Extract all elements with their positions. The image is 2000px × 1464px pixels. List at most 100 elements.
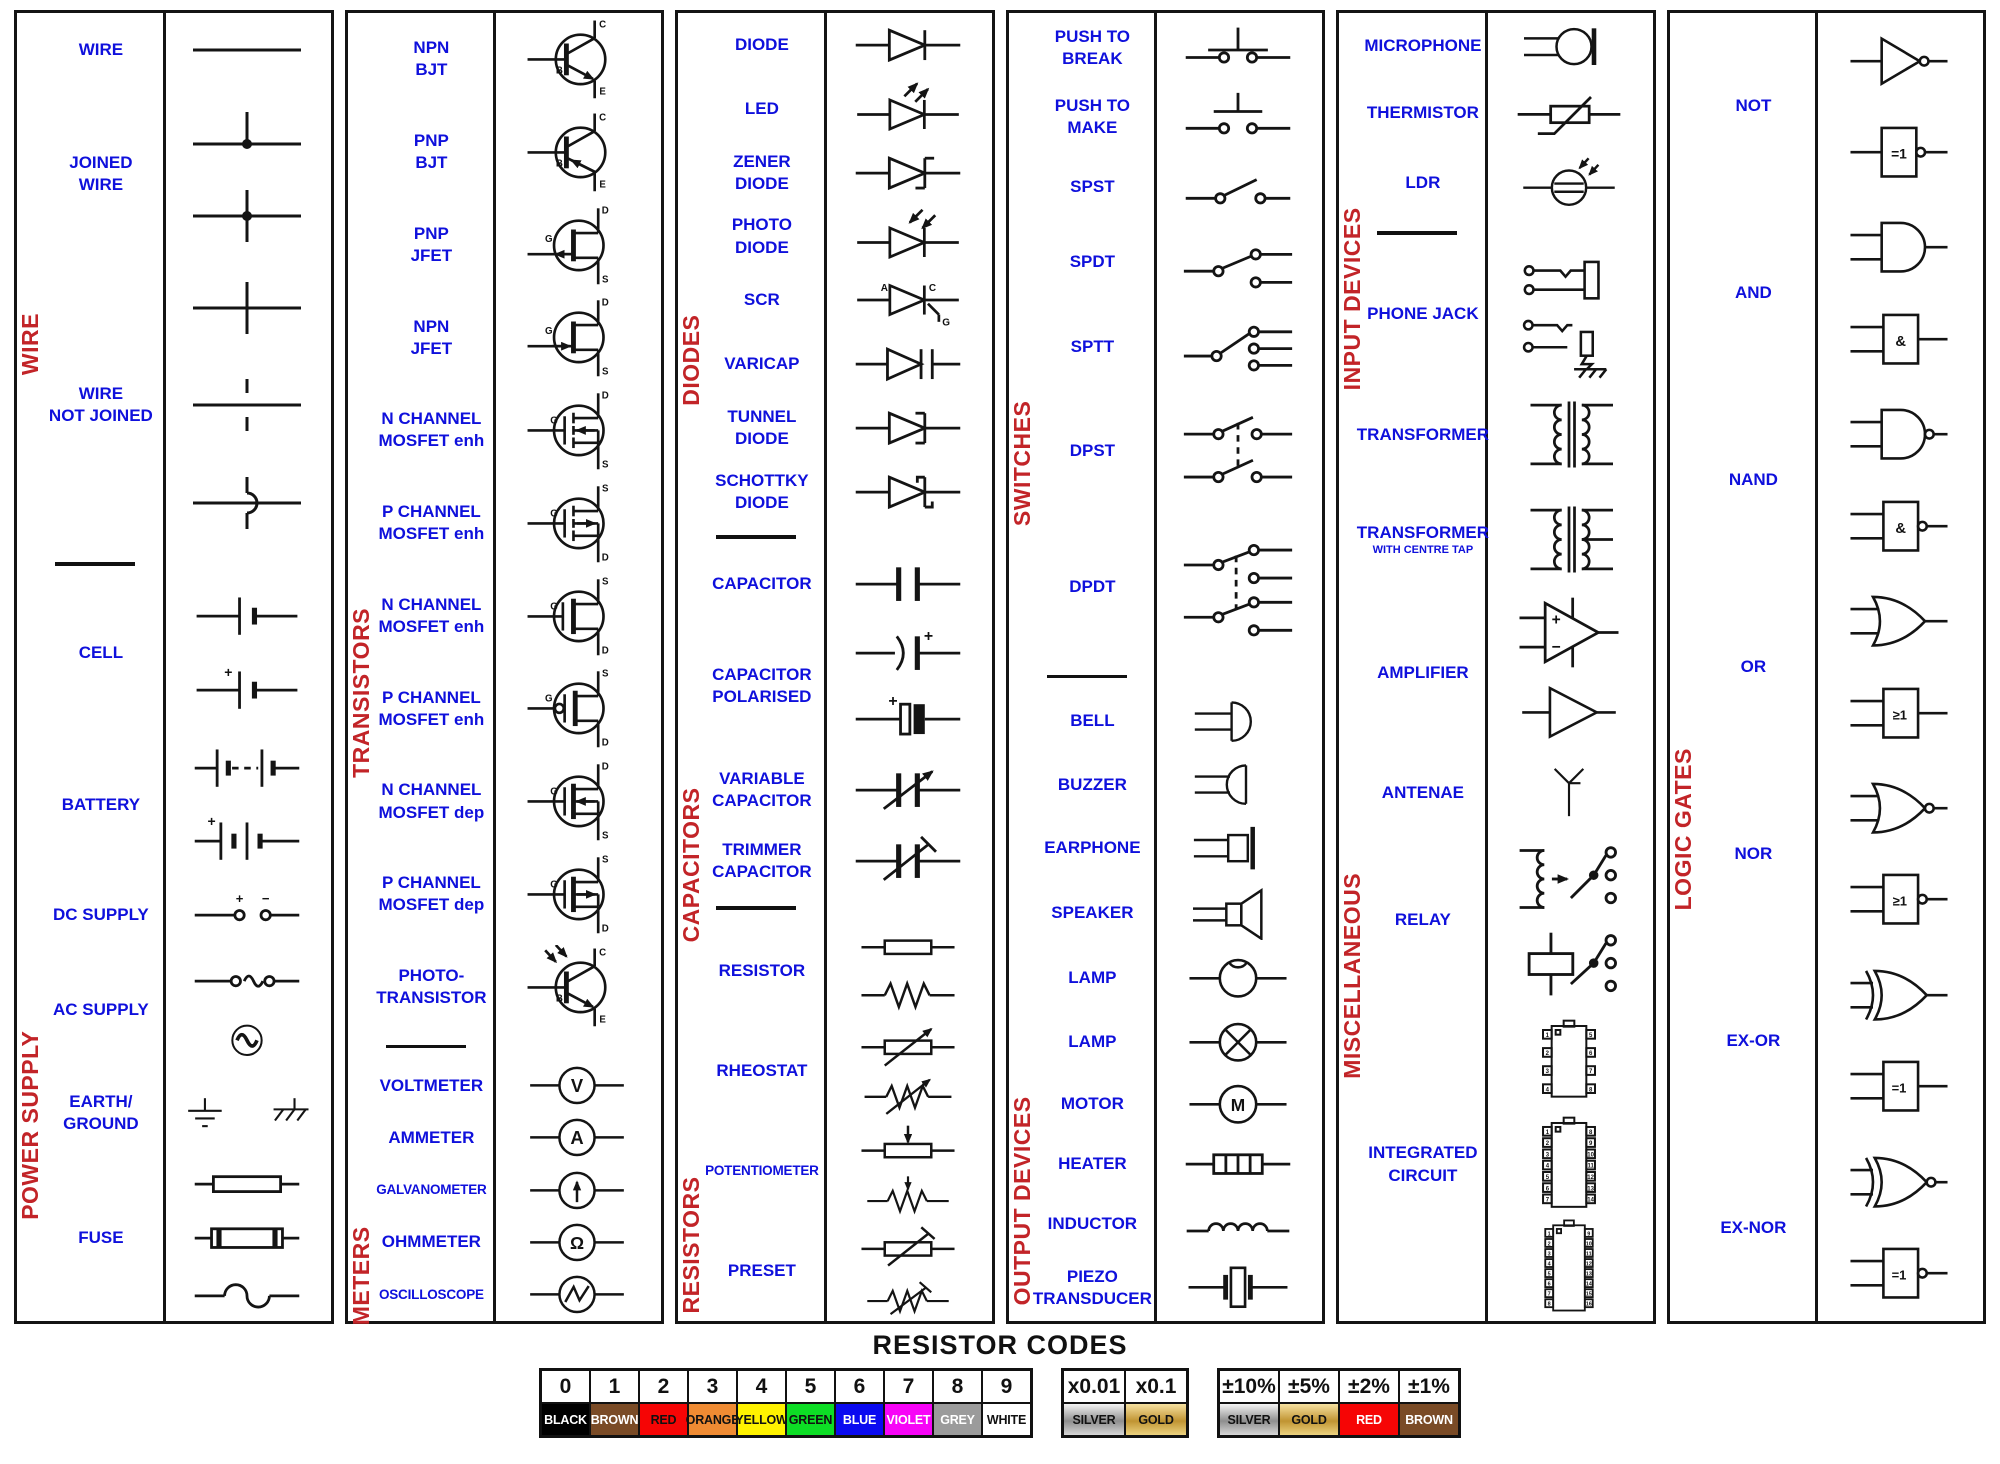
svg-text:3: 3: [1547, 1251, 1550, 1257]
row-label: POTENTIOMETER: [705, 1163, 819, 1179]
code-column-white: 9 WHITE: [982, 1370, 1031, 1436]
row-label: PNP JFET: [410, 223, 453, 265]
symbol-cell-lamp-dimple: [1154, 949, 1322, 1008]
mosfet-p-enh-b-symbol: S D G: [527, 669, 609, 749]
section-label-resistors: RESISTORS: [678, 1176, 704, 1314]
svg-text:D: D: [602, 923, 609, 934]
row-wire: WIRE: [17, 13, 331, 88]
symbol-cell-not-joined-hop: [163, 456, 331, 549]
symbol-cell-diode: [824, 15, 992, 75]
row-label: EARTH/GROUND: [63, 1092, 139, 1134]
svg-text:16: 16: [1585, 1301, 1591, 1307]
row-label: OHMMETER: [381, 1232, 481, 1252]
row-symbols: [1485, 80, 1653, 147]
svg-text:+: +: [224, 664, 232, 680]
row-label: MICROPHONE: [1364, 36, 1482, 56]
ic-16-symbol: 1 9 2 10 3 11 4 12 5 13 6 14 7 15 8 16: [1543, 1219, 1594, 1312]
section-wire: WIRE WIRE JOINED WIRE WIRE NOT JOINED: [17, 13, 331, 551]
symbol-cell-gate-nand-iec: &: [1815, 480, 1983, 571]
symbol-cell-gate-or-iec: ≥1: [1815, 667, 1983, 758]
svg-text:D: D: [602, 205, 609, 216]
svg-text:7: 7: [1589, 1070, 1593, 1076]
meter-a-symbol: A: [530, 1119, 624, 1157]
symbol-cell-potentiometer-zigzag: [824, 1171, 992, 1219]
row-pnp-bjt: PNP BJT B C E: [348, 106, 662, 199]
row-symbols: [824, 13, 992, 77]
row-relay: RELAY: [1339, 832, 1653, 1008]
row-battery: BATTERY +: [17, 729, 331, 881]
symbol-cell-fuse-box: [163, 1157, 331, 1211]
row-symbols: M: [1154, 1074, 1322, 1134]
row-photo-transistor: PHOTO- TRANSISTOR B C E: [348, 941, 662, 1034]
symbol-cell-varicap: [824, 334, 992, 394]
ldr-symbol: [1522, 157, 1615, 207]
row-symbols: [1485, 487, 1653, 591]
row-p-channel-mosfet-dep: P CHANNEL MOSFET dep S D G: [348, 848, 662, 941]
row-unlabeled: [17, 454, 331, 551]
symbol-cell-gate-nand: [1815, 389, 1983, 480]
row-symbols: Ω: [493, 1216, 661, 1268]
symbol-cell-relay-coil: [1485, 834, 1653, 920]
svg-text:3: 3: [1545, 1152, 1549, 1158]
section-input-devices: INPUT DEVICES MICROPHONE THERMISTOR LDR: [1339, 13, 1653, 391]
symbol-cell-ic-8: 1 5 2 6 3 7 4 8: [1485, 1010, 1653, 1113]
row-label: NOT: [1735, 96, 1772, 116]
row-integrated-circuit: INTEGRATED CIRCUIT 1 5 2 6 3 7 4 8 1 8 2 9 3 10 4 11 5 12 6 1…: [1339, 1008, 1653, 1321]
potentiometer-zigzag-symbol: [866, 1176, 949, 1215]
svg-text:15: 15: [1585, 1291, 1591, 1297]
svg-text:2: 2: [1545, 1141, 1549, 1147]
code-column-orange: 3 ORANGE: [686, 1370, 740, 1436]
mosfet-p-dep-symbol: S D G: [527, 854, 609, 934]
row-label: NPN BJT: [413, 38, 450, 80]
symbol-cell-tunnel: [824, 398, 992, 458]
row-symbols: &: [1815, 200, 1983, 387]
row-bell: BELL: [1009, 690, 1323, 753]
symbol-cell-mosfet-p-enh-b: S D G: [493, 664, 661, 753]
row-symbols: [1485, 246, 1653, 383]
svg-text:4: 4: [1545, 1088, 1549, 1094]
code-value: x0.1: [1125, 1370, 1187, 1403]
row-symbols: [1154, 880, 1322, 947]
npn-bjt-symbol: B C E: [527, 20, 607, 99]
row-symbols: [163, 357, 331, 454]
diode-symbol: [855, 27, 960, 62]
section-label-output-devices: OUTPUT DEVICES: [1008, 1096, 1035, 1306]
code-color-name: VIOLET: [884, 1403, 933, 1436]
row-preset: PRESET: [678, 1221, 992, 1321]
row-scr: SCR A C G: [678, 269, 992, 333]
schottky-symbol: [855, 475, 960, 510]
rheostat-zigzag-symbol: [864, 1078, 952, 1115]
row-wire-not-joined: WIRE NOT JOINED: [17, 357, 331, 454]
svg-text:1: 1: [1545, 1033, 1549, 1039]
row-label: CELL: [78, 642, 124, 662]
row-label: RESISTOR: [718, 961, 806, 981]
row-label: JOINED WIRE: [69, 152, 133, 194]
row-tunnel-diode: TUNNEL DIODE: [678, 396, 992, 460]
row-label: [17, 454, 163, 551]
gate-and-symbol: [1850, 222, 1948, 274]
code-column-silver: x0.01 SILVER: [1063, 1370, 1125, 1436]
microphone-symbol: [1523, 27, 1596, 66]
symbol-cell-ic-14: 1 8 2 9 3 10 4 11 5 12 6 13 7 14: [1485, 1113, 1653, 1216]
row-symbols: [1154, 690, 1322, 753]
row-symbols: [824, 141, 992, 205]
row-buzzer: BUZZER: [1009, 753, 1323, 816]
svg-text:G: G: [545, 233, 553, 244]
row-push-to-break: PUSH TO BREAK: [1009, 13, 1323, 83]
symbol-cell-mosfet-n-enh-a: D S G: [493, 386, 661, 475]
row-or: OR ≥1: [1670, 574, 1984, 761]
row-zener-diode: ZENER DIODE: [678, 141, 992, 205]
row-npn-bjt: NPN BJT B C E: [348, 13, 662, 106]
svg-text:G: G: [550, 786, 558, 797]
symbol-cell-pnp-jfet: D S G: [493, 201, 661, 290]
row-symbols: [824, 205, 992, 269]
preset-zigzag-symbol: [866, 1281, 949, 1315]
row-variable-capacitor: VARIABLE CAPACITOR: [678, 754, 992, 828]
svg-text:1: 1: [1545, 1130, 1549, 1136]
row-symbols: S D G: [493, 570, 661, 663]
symbol-cell-capacitor: [824, 552, 992, 616]
svg-text:V: V: [571, 1075, 584, 1096]
row-label: HEATER: [1058, 1153, 1127, 1173]
svg-text:D: D: [602, 738, 609, 749]
symbol-cell-chassis-ground: [247, 1094, 331, 1133]
